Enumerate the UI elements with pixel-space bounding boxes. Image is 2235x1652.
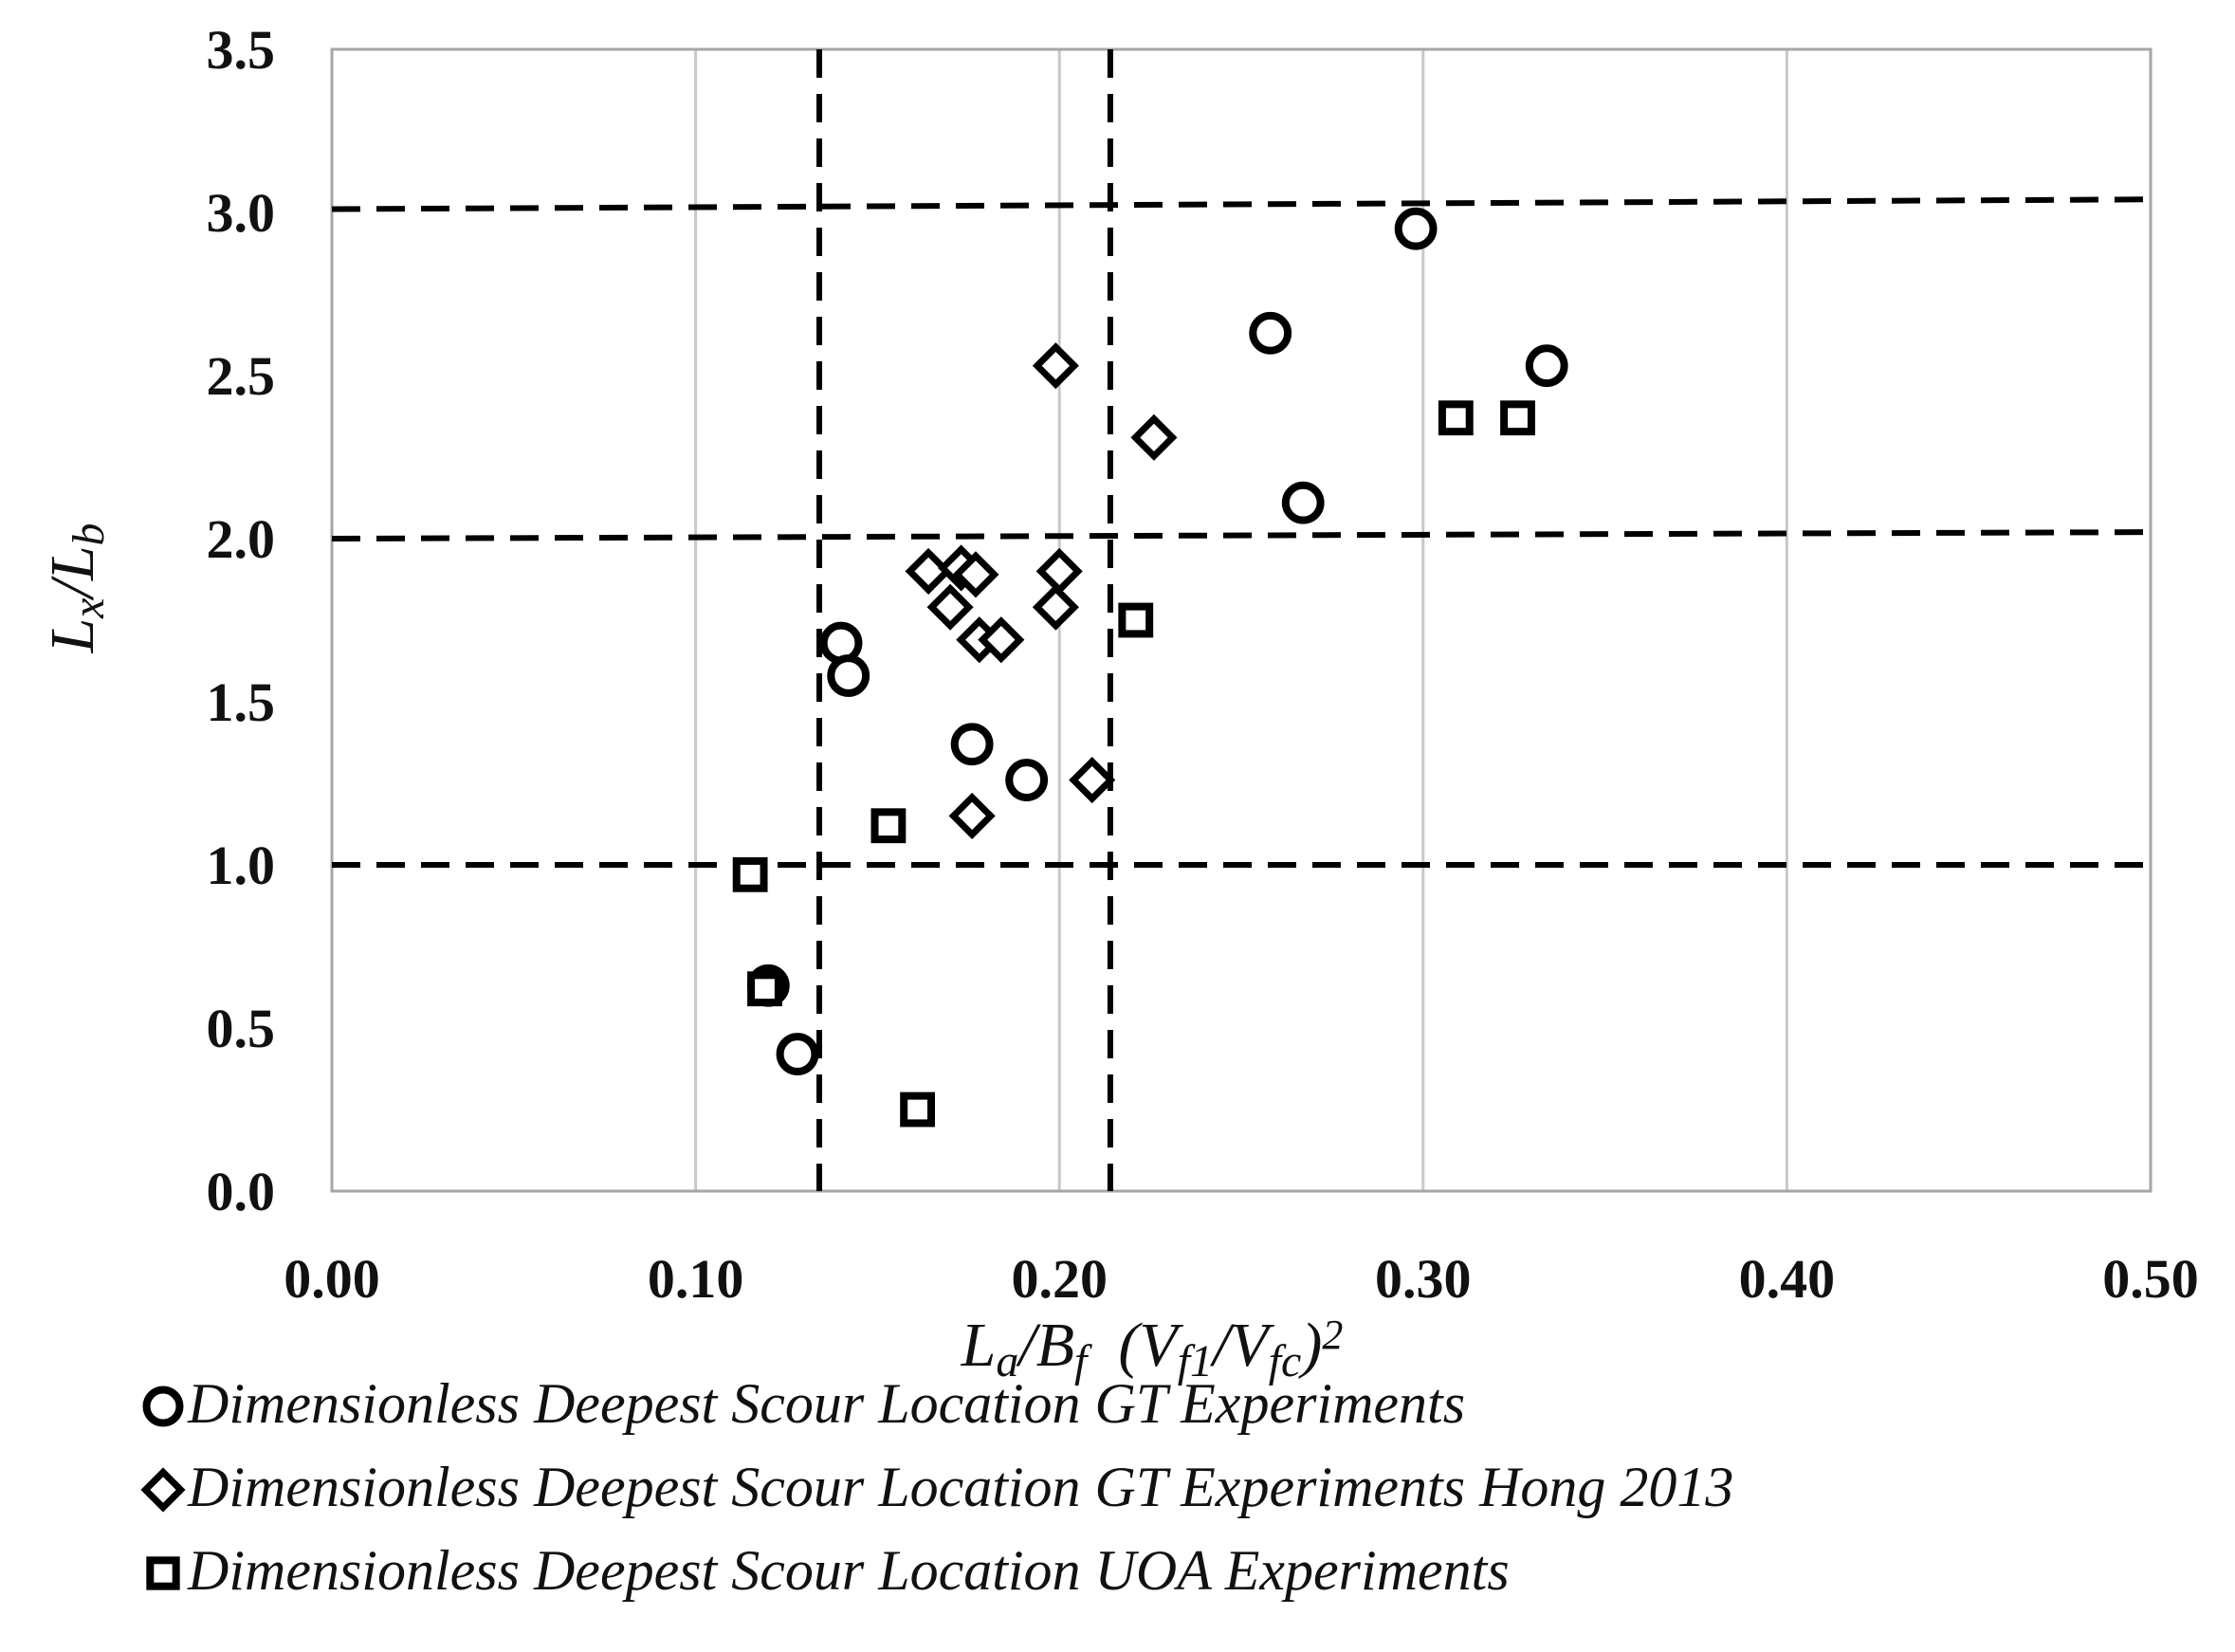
x-tick-label: 0.10 (648, 1248, 744, 1310)
reference-line-horizontal-4 (331, 529, 2152, 541)
square-marker (900, 1092, 935, 1128)
x-tick-label: 0.50 (2102, 1248, 2199, 1310)
y-axis-title: Lx/Lb (38, 523, 114, 653)
diamond-marker (1130, 413, 1178, 461)
diamond-marker (1032, 342, 1079, 390)
y-tick-label: 0.0 (207, 1161, 276, 1222)
vertical-gridlines (694, 49, 1788, 1191)
circle-marker (1525, 344, 1568, 388)
y-tick-label: 0.5 (207, 998, 276, 1059)
circle-marker (950, 723, 994, 766)
circle-marker (776, 1033, 819, 1075)
diamond-marker (948, 792, 996, 839)
diamond-marker (1069, 757, 1116, 804)
y-tick-label: 3.0 (207, 182, 276, 244)
legend-label-3: Dimensionless Deepest Scour Location UOA… (187, 1539, 1510, 1602)
legend-label-2: Dimensionless Deepest Scour Location GT … (187, 1456, 1733, 1518)
legend-label-1: Dimensionless Deepest Scour Location GT … (187, 1372, 1465, 1435)
x-tick-label: 0.40 (1739, 1248, 1836, 1310)
x-tick-label: 0.20 (1011, 1248, 1108, 1310)
square-marker (1438, 400, 1474, 436)
diamond-marker (978, 616, 1025, 664)
diamond-marker (1035, 547, 1083, 595)
circle-marker (1281, 481, 1325, 524)
y-tick-label: 2.5 (207, 345, 276, 407)
data-markers (732, 207, 1568, 1128)
diamond-marker (952, 551, 999, 598)
circle-marker (827, 654, 870, 697)
plot-area-frame (330, 47, 2153, 1193)
diamond-marker (926, 583, 974, 631)
y-axis-tick-labels: 0.0 0.5 1.0 1.5 2.0 2.5 3.0 3.5 (207, 19, 276, 1222)
circle-marker (1394, 207, 1438, 250)
square-marker (870, 808, 907, 844)
dashed-reference-lines (331, 49, 2152, 1191)
square-marker (1118, 602, 1154, 638)
legend: Dimensionless Deepest Scour Location GT … (140, 1372, 1733, 1602)
square-marker (747, 971, 782, 1007)
y-tick-label: 2.0 (207, 508, 276, 570)
circle-marker (1005, 759, 1049, 801)
square-marker (1500, 400, 1535, 436)
reference-line-horizontal-3 (331, 196, 2152, 212)
diamond-marker (905, 547, 952, 595)
x-axis-title: La/Bf (Vf1/Vfc)2 (961, 1311, 1344, 1386)
x-tick-label: 0.30 (1375, 1248, 1472, 1310)
y-tick-label: 3.5 (207, 19, 276, 81)
y-tick-label: 1.5 (207, 671, 276, 733)
x-tick-label: 0.00 (284, 1248, 380, 1310)
legend-square-marker (146, 1556, 180, 1590)
legend-circle-marker (142, 1386, 184, 1427)
legend-diamond-marker (140, 1467, 186, 1513)
circle-marker (1249, 311, 1292, 355)
square-marker (732, 856, 768, 892)
diamond-marker (1032, 583, 1079, 631)
x-axis-tick-labels: 0.00 0.10 0.20 0.30 0.40 0.50 (284, 1248, 2199, 1310)
y-tick-label: 1.0 (207, 835, 276, 896)
